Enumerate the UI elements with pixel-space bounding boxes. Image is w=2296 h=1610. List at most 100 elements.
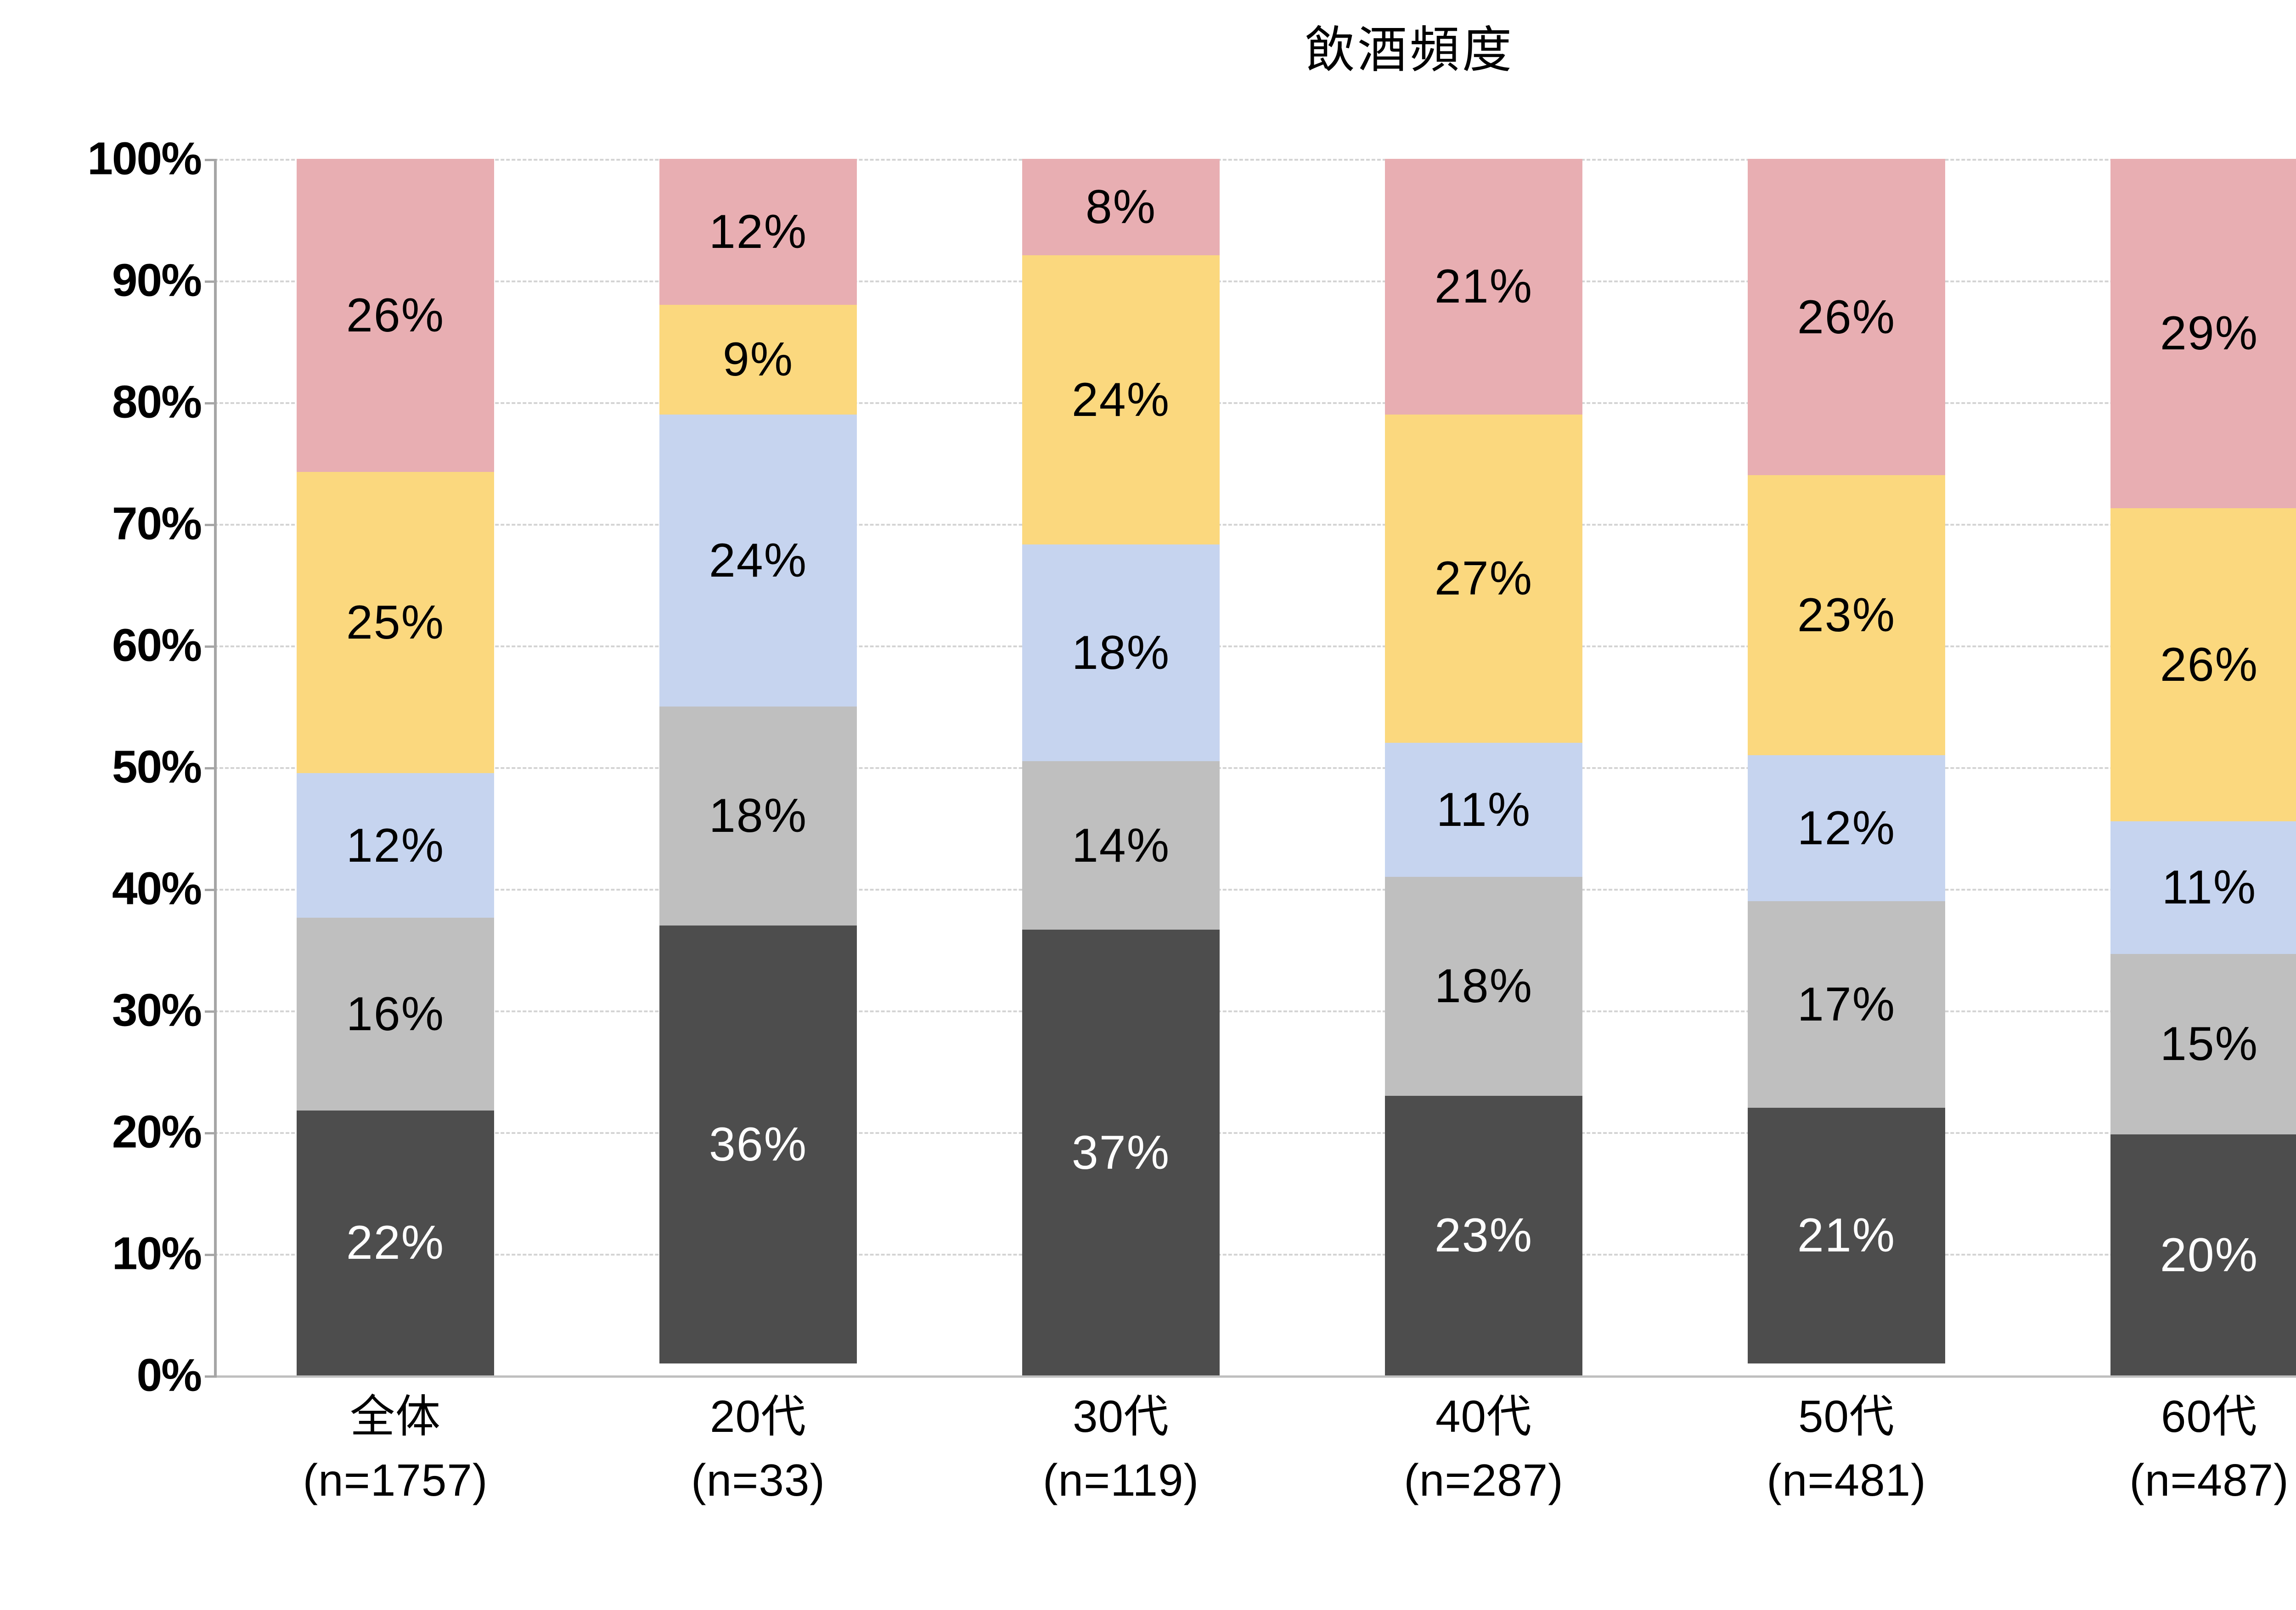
x-axis-sample-size: (n=287) [1404,1455,1564,1506]
bar-segment-value: 18% [1071,626,1171,679]
y-tick-mark [205,1010,217,1013]
bar-column[interactable]: 8% 24% 18% 14% 37% [1022,159,1220,1376]
bar-segment[interactable]: 20% [2110,1134,2296,1375]
bar-stack: 12% 9% 24% 18% 36% [659,159,857,1375]
bar-stack: 8% 24% 18% 14% 37% [1022,159,1220,1376]
bar-segment[interactable]: 12% [297,773,494,918]
bar-segment-value: 17% [1797,977,1896,1031]
x-axis-labels: 全体 (n=1757) 20代 (n=33) 30代 (n=119) 40代 (n=287) 5… [214,1385,2296,1582]
y-tick-mark [205,280,217,283]
gridline-60 [214,645,2296,647]
y-tick-mark [205,524,217,526]
bar-segment[interactable]: 26% [1748,159,1945,475]
y-tick-label: 50% [112,741,202,793]
y-tick-label: 100% [87,133,202,185]
x-axis-sample-size: (n=481) [1767,1455,1926,1506]
chart-title: 飲酒頻度 [1305,22,1514,78]
bar-segment-value: 14% [1071,819,1171,872]
bar-segment[interactable]: 18% [1022,544,1220,761]
bar-stack: 21% 27% 11% 18% 23% [1385,159,1582,1375]
bar-segment[interactable]: 37% [1022,930,1220,1376]
bar-segment-value: 21% [1434,260,1533,314]
plot-area [214,159,2296,1378]
bar-segment[interactable]: 24% [1022,255,1220,544]
y-tick-label: 20% [112,1106,202,1158]
x-axis-category: 30代 [1072,1391,1169,1442]
gridline-70 [214,524,2296,526]
bar-segment[interactable]: 22% [297,1110,494,1375]
bar-segment-value: 26% [346,289,445,342]
x-axis-category: 50代 [1798,1391,1895,1442]
bar-segment[interactable]: 15% [2110,954,2296,1135]
bar-column[interactable]: 26% 23% 12% 17% 21% [1748,159,1945,1375]
bar-segment[interactable]: 18% [1385,876,1582,1096]
bar-segment[interactable]: 16% [297,917,494,1111]
bar-segment[interactable]: 26% [297,159,494,472]
y-tick-mark [205,1254,217,1256]
bar-segment-value: 12% [1797,801,1896,855]
bar-segment-value: 37% [1071,1126,1171,1179]
x-axis-sample-size: (n=1757) [303,1455,488,1506]
x-axis-category: 60代 [2161,1391,2257,1442]
y-tick-mark [205,1132,217,1134]
bar-segment[interactable]: 24% [659,414,857,707]
x-axis-sample-size: (n=487) [2129,1455,2289,1506]
bar-segment[interactable]: 36% [659,925,857,1363]
bar-segment-value: 24% [709,533,808,587]
bars-layer: 26% 25% 12% 16% 22% 12% 9% 24% 18% 36% 8% 24% 18% 14%… [214,159,2296,1376]
bar-segment-value: 21% [1797,1209,1896,1262]
bar-segment-value: 26% [2160,638,2259,691]
bar-segment-value: 22% [346,1216,445,1270]
gridline-40 [214,889,2296,891]
y-tick-mark [205,889,217,891]
bar-segment-value: 16% [346,987,445,1041]
bar-segment[interactable]: 14% [1022,761,1220,930]
bar-segment[interactable]: 23% [1385,1095,1582,1375]
bar-segment[interactable]: 27% [1385,414,1582,743]
bar-segment-value: 12% [346,819,445,872]
bar-segment[interactable]: 8% [1022,159,1220,255]
bar-column[interactable]: 29% 26% 11% 15% 20% [2110,159,2296,1375]
bar-segment[interactable]: 12% [1748,755,1945,901]
bar-segment-value: 36% [709,1117,808,1171]
gridline-30 [214,1010,2296,1012]
y-tick-label: 10% [112,1228,202,1279]
x-axis-label: 60代 (n=487) [2028,1385,2296,1512]
gridline-10 [214,1254,2296,1256]
y-tick-label: 60% [112,619,202,671]
bar-segment-value: 24% [1071,373,1171,426]
bar-stack: 26% 23% 12% 17% 21% [1748,159,1945,1375]
bar-segment[interactable]: 18% [659,706,857,926]
x-axis-sample-size: (n=119) [1042,1455,1199,1506]
bar-segment[interactable]: 12% [659,159,857,305]
y-tick-mark [205,159,217,161]
bar-segment-value: 20% [2160,1228,2259,1282]
bar-segment-value: 25% [346,596,445,650]
gridline-80 [214,402,2296,404]
y-axis-labels: 0% 10% 20% 30% 40% 50% 60% 70% 80% 90% 100% [0,133,202,1401]
bar-column[interactable]: 12% 9% 24% 18% 36% [659,159,857,1375]
bar-segment[interactable]: 11% [1385,743,1582,877]
gridline-20 [214,1132,2296,1134]
bar-segment[interactable]: 9% [659,305,857,415]
bar-stack: 29% 26% 11% 15% 20% [2110,159,2296,1375]
bar-segment[interactable]: 21% [1748,1108,1945,1363]
bar-column[interactable]: 21% 27% 11% 18% 23% [1385,159,1582,1375]
bar-segment[interactable]: 26% [2110,508,2296,822]
bar-segment-value: 15% [2160,1017,2259,1071]
y-tick-mark [205,645,217,648]
bar-segment[interactable]: 21% [1385,159,1582,415]
y-tick-label: 0% [136,1349,202,1401]
x-axis-label: 20代 (n=33) [577,1385,940,1512]
bar-column[interactable]: 26% 25% 12% 16% 22% [297,159,494,1375]
bar-segment[interactable]: 23% [1748,475,1945,755]
bar-segment[interactable]: 17% [1748,901,1945,1108]
bar-segment-value: 11% [1436,783,1531,836]
y-tick-mark [205,767,217,769]
y-axis-line [205,159,217,1378]
y-tick-mark [205,1375,217,1378]
bar-segment[interactable]: 25% [297,472,494,774]
bar-segment[interactable]: 29% [2110,159,2296,508]
bar-segment[interactable]: 11% [2110,821,2296,954]
